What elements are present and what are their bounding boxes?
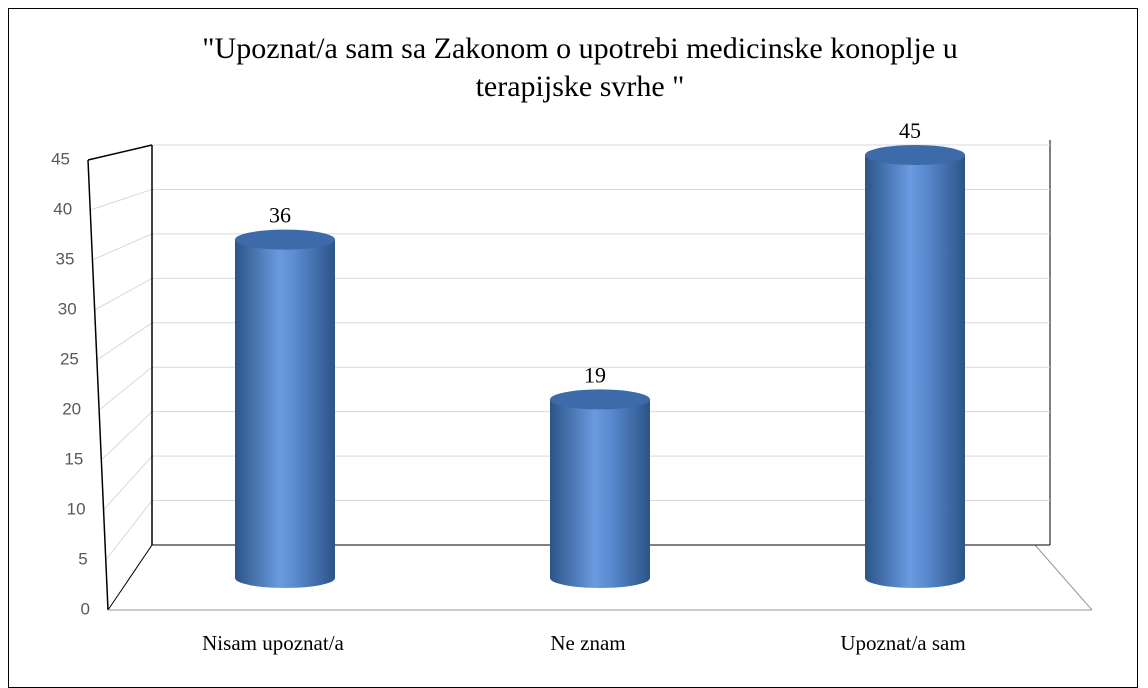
axis-top [87, 144, 153, 161]
y-tick-label: 0 [81, 599, 90, 618]
y-tick-label: 40 [53, 199, 72, 218]
bar [865, 155, 965, 588]
x-tick-label: Ne znam [550, 631, 625, 655]
data-label: 45 [899, 118, 921, 143]
y-tick-label: 15 [64, 449, 83, 468]
y-tick-label: 30 [58, 299, 77, 318]
x-tick-label: Nisam upoznat/a [202, 631, 344, 655]
y-tick-label: 25 [60, 349, 79, 368]
bar-top [550, 389, 650, 410]
bar [235, 239, 335, 588]
y-tick-label: 5 [78, 549, 87, 568]
data-label: 36 [269, 203, 291, 228]
bar [550, 399, 650, 588]
y-tick-label: 35 [56, 249, 75, 268]
axis-front [87, 159, 109, 611]
data-label: 19 [584, 362, 606, 387]
x-tick-label: Upoznat/a sam [840, 631, 965, 655]
bar-top [865, 145, 965, 165]
y-tick-label: 10 [67, 499, 86, 518]
chart-title: "Upoznat/a sam sa Zakonom o upotrebi med… [202, 32, 958, 103]
bar-top [235, 229, 335, 250]
floor-right-edge [1034, 544, 1093, 611]
y-tick-label: 45 [51, 149, 70, 168]
y-tick-label: 20 [62, 399, 81, 418]
